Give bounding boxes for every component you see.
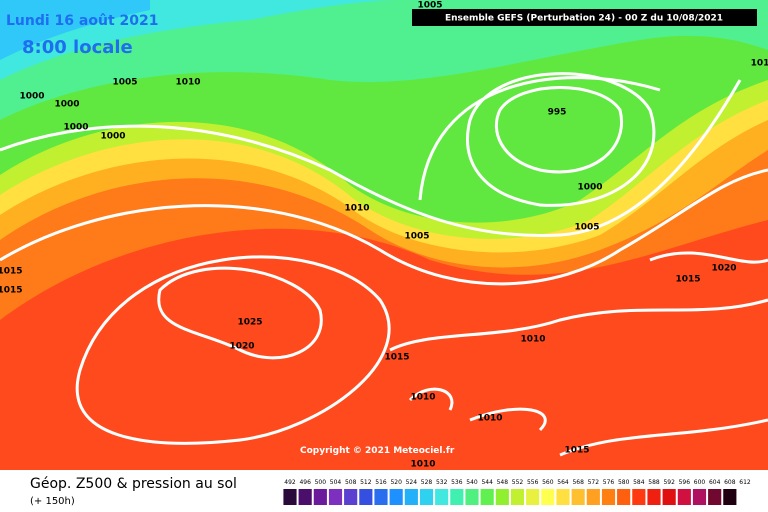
isobar-label: 101 <box>751 59 768 69</box>
scale-swatch <box>283 489 297 505</box>
scale-label: 544 <box>481 479 493 486</box>
scale-label: 492 <box>284 479 296 486</box>
scale-label: 504 <box>330 479 342 486</box>
isobar-label: 1000 <box>63 123 88 133</box>
scale-swatch <box>541 489 555 505</box>
scale-label: 580 <box>618 479 630 486</box>
isobar-label: 1010 <box>520 335 545 345</box>
scale-label: 572 <box>588 479 600 486</box>
scale-swatch <box>389 489 403 505</box>
header-box <box>412 9 757 26</box>
scale-label: 596 <box>679 479 691 486</box>
scale-swatch <box>495 489 509 505</box>
isobar-label: 1015 <box>0 286 23 296</box>
isobar-label: 1005 <box>574 223 599 233</box>
scale-swatch <box>359 489 373 505</box>
scale-swatch <box>313 489 327 505</box>
scale-label: 556 <box>527 479 539 486</box>
scale-label: 604 <box>709 479 721 486</box>
scale-swatch <box>586 489 600 505</box>
scale-swatch <box>601 489 616 505</box>
isobar-label: 1015 <box>675 275 700 285</box>
scale-label: 496 <box>299 479 311 486</box>
band-blue <box>0 0 150 60</box>
scale-swatch <box>526 489 540 505</box>
scale-label: 532 <box>436 479 448 486</box>
scale-label: 516 <box>375 479 387 486</box>
scale-swatch <box>708 489 722 505</box>
isobar-label: 1015 <box>564 446 589 456</box>
isobar-label: 1005 <box>404 232 429 242</box>
isobar-label: 1000 <box>100 132 125 142</box>
scale-label: 608 <box>724 479 736 486</box>
scale-label: 552 <box>512 479 524 486</box>
isobar-label: 1010 <box>344 204 369 214</box>
isobar-label: 1015 <box>384 353 409 363</box>
scale-swatch <box>435 489 449 505</box>
isobar-label: 1025 <box>237 318 262 328</box>
scale-swatch <box>571 489 585 505</box>
isobar-label: 1005 <box>112 78 137 88</box>
scale-label: 508 <box>345 479 357 486</box>
scale-swatch <box>419 489 434 505</box>
copyright: Copyright © 2021 Meteociel.fr <box>300 446 455 456</box>
isobars <box>0 72 768 457</box>
isobar-label: 1010 <box>477 414 502 424</box>
isobar-label: 1020 <box>229 342 254 352</box>
scale-label: 520 <box>390 479 402 486</box>
isobar-label: 1015 <box>0 267 23 277</box>
scale-label: 540 <box>466 479 478 486</box>
scale-swatch <box>344 489 358 505</box>
scale-label: 560 <box>542 479 554 486</box>
scale-swatch <box>480 489 494 505</box>
scale-swatch <box>647 489 661 505</box>
scale-label: 568 <box>572 479 584 486</box>
model-info: Ensemble GEFS (Perturbation 24) - 00 Z d… <box>445 14 723 24</box>
isobar-label: 1000 <box>577 183 602 193</box>
scale-swatch <box>692 489 707 505</box>
scale-swatch <box>723 489 737 505</box>
scale-swatch <box>374 489 388 505</box>
scale-label: 592 <box>663 479 675 486</box>
scale-label: 500 <box>315 479 327 486</box>
isobar-label: 1000 <box>54 100 79 110</box>
scale-swatch <box>677 489 691 505</box>
isobar-label: 1010 <box>410 460 435 470</box>
scale-label: 588 <box>648 479 660 486</box>
scale-swatch <box>632 489 646 505</box>
scale-label: 576 <box>603 479 615 486</box>
scale-swatch <box>617 489 631 505</box>
scale-swatch <box>465 489 479 505</box>
band-green-light <box>0 0 768 120</box>
scale-label: 524 <box>406 479 418 486</box>
scale-swatch <box>510 489 525 505</box>
date: Lundi 16 août 2021 <box>6 13 158 29</box>
scale-swatch <box>662 489 676 505</box>
lead-time: (+ 150h) <box>30 496 75 507</box>
isobar-label: 1000 <box>19 92 44 102</box>
scale-label: 548 <box>497 479 509 486</box>
isobar-label: 1010 <box>175 78 200 88</box>
scale-swatch <box>556 489 570 505</box>
scale-swatch <box>298 489 312 505</box>
scale-label: 528 <box>421 479 433 486</box>
scale-swatch <box>450 489 464 505</box>
isobar-label: 1020 <box>711 264 736 274</box>
scale-label: 536 <box>451 479 463 486</box>
scale-label: 512 <box>360 479 372 486</box>
scale-label: 564 <box>557 479 569 486</box>
isobar-label: 1005 <box>417 1 442 11</box>
scale-label: 584 <box>633 479 645 486</box>
scale-label: 600 <box>694 479 706 486</box>
isobar-label: 1010 <box>410 393 435 403</box>
legend-title: Géop. Z500 & pression au sol <box>30 476 237 492</box>
scale-label: 612 <box>739 479 751 486</box>
isobar-label: 995 <box>548 108 567 118</box>
local-time: 8:00 locale <box>22 37 133 58</box>
scale-swatch <box>404 489 418 505</box>
scale-swatch <box>328 489 343 505</box>
